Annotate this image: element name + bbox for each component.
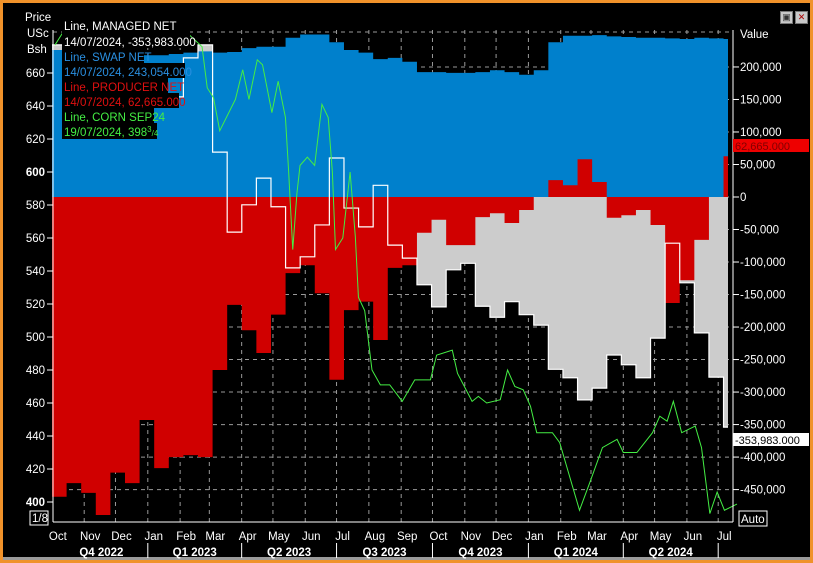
right-tick-label: 0 bbox=[740, 192, 746, 204]
legend-swap-value: 14/07/2024, 243,054.000 bbox=[64, 67, 192, 79]
left-tick-label: 620 bbox=[26, 134, 45, 146]
legend-managed-label: Line, MANAGED NET bbox=[64, 21, 176, 33]
left-tick-label: 640 bbox=[26, 101, 45, 113]
month-tick-label: Nov bbox=[461, 531, 482, 543]
legend-swap-label: Line, SWAP NET bbox=[64, 52, 152, 64]
quarter-label: Q3 2023 bbox=[362, 547, 406, 559]
producer-last-value-label: 62,665.000 bbox=[735, 141, 790, 153]
left-axis-title-price: Price bbox=[25, 12, 51, 24]
right-tick-label: -100,000 bbox=[740, 257, 785, 269]
restore-window-icon[interactable]: ▣ bbox=[780, 11, 793, 24]
quarter-label: Q4 2023 bbox=[458, 547, 502, 559]
series-layer bbox=[52, 32, 738, 515]
legend-producer-value: 14/07/2024, 62,665.000 bbox=[64, 97, 186, 109]
quarter-label: Q4 2022 bbox=[79, 547, 123, 559]
legend: Line, MANAGED NET 14/07/2024, -353,983.0… bbox=[62, 18, 196, 139]
month-tick-label: May bbox=[650, 531, 672, 543]
month-tick-label: Jul bbox=[717, 531, 732, 543]
legend-producer-label: Line, PRODUCER NET bbox=[64, 82, 184, 94]
close-window-icon[interactable]: ✕ bbox=[795, 11, 808, 24]
left-tick-label: 440 bbox=[26, 431, 45, 443]
right-tick-label: -400,000 bbox=[740, 452, 785, 464]
left-tick-label: 420 bbox=[26, 464, 45, 476]
auto-scale-label: Auto bbox=[741, 514, 765, 526]
left-tick-label: 540 bbox=[26, 266, 45, 278]
right-tick-label: -150,000 bbox=[740, 290, 785, 302]
horizontal-scrollbar[interactable] bbox=[3, 557, 810, 560]
right-axis-title: Value bbox=[740, 29, 769, 41]
producer-net-area bbox=[52, 156, 728, 515]
month-tick-label: Sep bbox=[397, 531, 417, 543]
left-tick-label: 400 bbox=[26, 497, 45, 509]
month-tick-label: Mar bbox=[587, 531, 607, 543]
month-tick-label: Apr bbox=[620, 531, 638, 543]
month-tick-label: Jun bbox=[302, 531, 321, 543]
scale-box[interactable] bbox=[29, 510, 49, 526]
left-axis-title-unit: USc bbox=[27, 28, 49, 40]
right-tick-label: 200,000 bbox=[740, 62, 782, 74]
left-tick-label: 500 bbox=[26, 332, 45, 344]
right-tick-label: -250,000 bbox=[740, 355, 785, 367]
quarter-label: Q1 2024 bbox=[554, 547, 599, 559]
month-tick-label: Jul bbox=[335, 531, 350, 543]
right-tick-label: -50,000 bbox=[740, 225, 779, 237]
month-tick-label: Oct bbox=[49, 531, 68, 543]
right-tick-label: 150,000 bbox=[740, 94, 782, 106]
month-tick-label: Jan bbox=[525, 531, 544, 543]
left-tick-label: 560 bbox=[26, 233, 45, 245]
producer-last-value-tag bbox=[733, 139, 809, 152]
month-tick-label: Feb bbox=[176, 531, 196, 543]
quarter-label: Q2 2023 bbox=[267, 547, 311, 559]
legend-corn-value: 19/07/2024, 3983/4 bbox=[64, 125, 159, 139]
left-tick-label: 660 bbox=[26, 68, 45, 80]
month-tick-label: Dec bbox=[111, 531, 132, 543]
right-tick-label: -450,000 bbox=[740, 485, 785, 497]
legend-managed-value: 14/07/2024, -353,983.000 bbox=[64, 37, 196, 49]
corn-price-line bbox=[54, 32, 738, 514]
left-tick-label: 520 bbox=[26, 299, 45, 311]
axes: 200,000 150,000 100,000 50,000 0 -50,000 -100,… bbox=[26, 62, 786, 559]
left-tick-label: 600 bbox=[26, 167, 45, 179]
month-tick-label: Jun bbox=[684, 531, 703, 543]
month-tick-label: Jan bbox=[145, 531, 164, 543]
auto-scale-box[interactable] bbox=[738, 510, 768, 527]
right-tick-label: 100,000 bbox=[740, 127, 782, 139]
left-axis-title-per: Bsh bbox=[27, 44, 47, 56]
left-tick-label: 580 bbox=[26, 200, 45, 212]
right-tick-label: -300,000 bbox=[740, 387, 785, 399]
quarter-label: Q2 2024 bbox=[649, 547, 694, 559]
month-tick-label: Oct bbox=[430, 531, 449, 543]
right-tick-label: -350,000 bbox=[740, 420, 785, 432]
right-tick-label: -200,000 bbox=[740, 322, 785, 334]
month-tick-label: Nov bbox=[80, 531, 101, 543]
month-tick-label: Apr bbox=[239, 531, 257, 543]
managed-last-value-label: -353,983.000 bbox=[735, 435, 800, 447]
legend-corn-label: Line, CORN SEP24 bbox=[64, 112, 166, 124]
left-tick-label: 480 bbox=[26, 365, 45, 377]
scale-box-label: 1/8 bbox=[32, 513, 48, 525]
month-tick-label: Aug bbox=[365, 531, 385, 543]
month-tick-label: Mar bbox=[205, 531, 225, 543]
managed-last-value-tag bbox=[733, 433, 809, 446]
left-tick-label: 460 bbox=[26, 398, 45, 410]
right-tick-label: 50,000 bbox=[740, 159, 775, 171]
month-tick-label: May bbox=[268, 531, 290, 543]
month-tick-label: Feb bbox=[557, 531, 577, 543]
swap-net-area bbox=[52, 34, 728, 198]
month-tick-label: Dec bbox=[492, 531, 513, 543]
quarter-label: Q1 2023 bbox=[173, 547, 217, 559]
